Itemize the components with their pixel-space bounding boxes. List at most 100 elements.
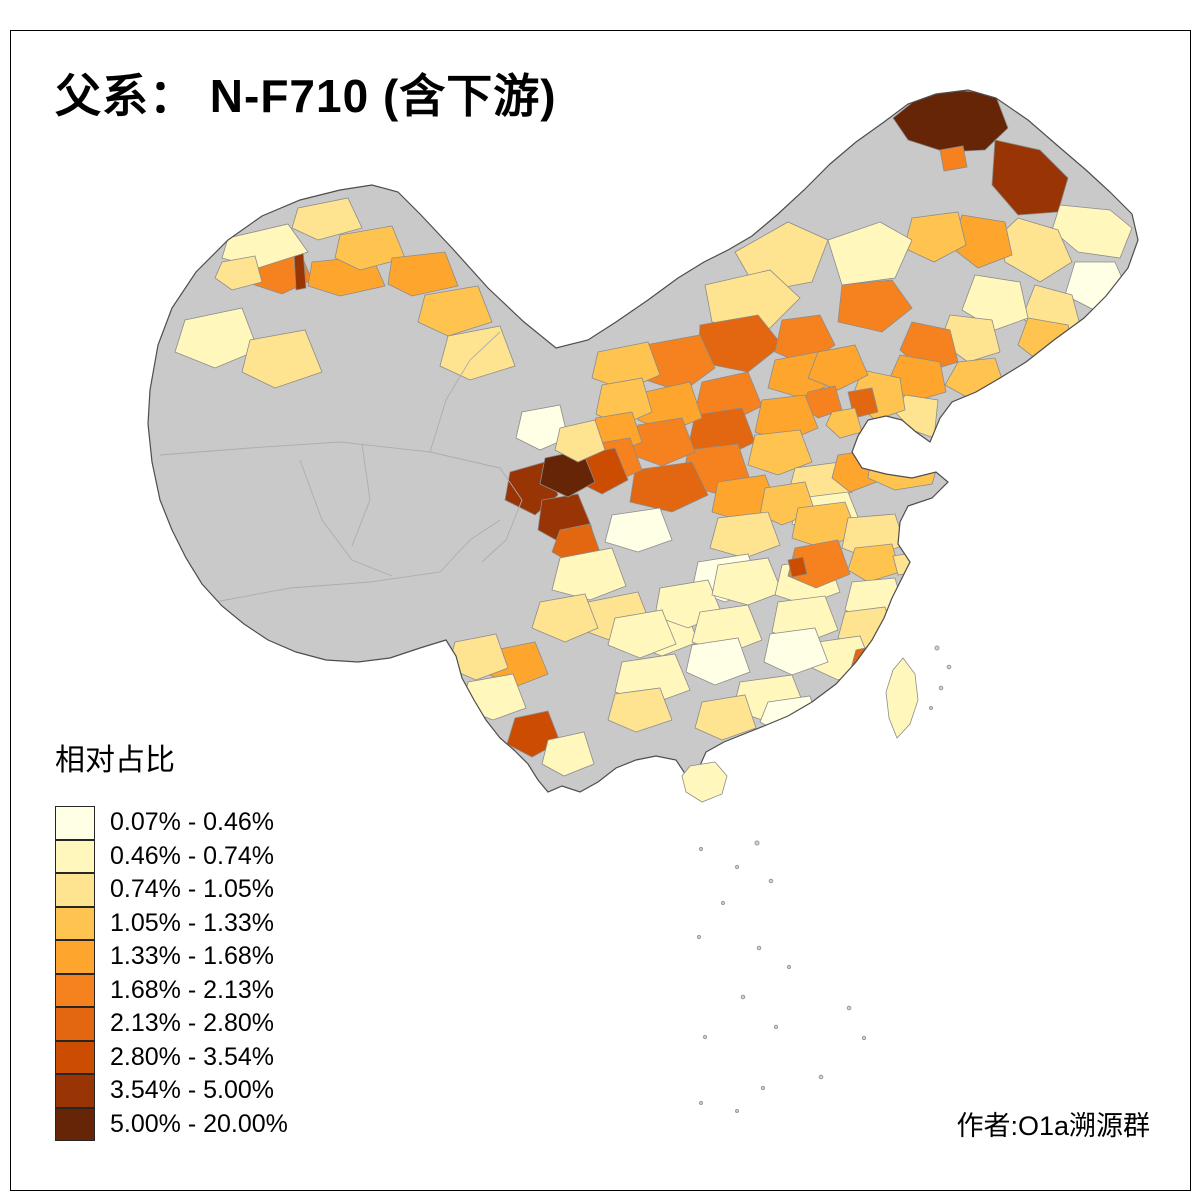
islet [756, 945, 762, 951]
region-layer [174, 90, 1133, 777]
legend-swatch [55, 873, 95, 907]
map-region [595, 377, 653, 427]
map-region [554, 419, 606, 463]
map-region [837, 279, 913, 333]
map-region [221, 223, 309, 269]
legend-label: 1.33% - 1.68% [110, 942, 274, 971]
map-region [417, 285, 493, 337]
islet [754, 840, 760, 846]
legend-item: 0.07% - 0.46% [55, 806, 288, 840]
islet [699, 1101, 703, 1105]
map-region [685, 637, 751, 686]
islet [734, 864, 740, 870]
map-region [709, 511, 781, 559]
islet [698, 846, 704, 852]
map-region [681, 761, 728, 803]
map-region [961, 274, 1029, 331]
attribution: 作者:O1a溯源群 [956, 1111, 1150, 1141]
legend-item: 0.46% - 0.74% [55, 839, 288, 873]
legend-swatch [55, 806, 95, 840]
legend-title: 相对占比 [55, 744, 175, 777]
legend-label: 2.13% - 2.80% [110, 1009, 274, 1038]
islet [768, 878, 774, 884]
legend-item: 5.00% - 20.00% [55, 1107, 288, 1141]
legend-item: 1.68% - 2.13% [55, 973, 288, 1007]
map-region [531, 593, 599, 643]
map-region [291, 197, 363, 241]
legend: 相对占比 0.07% - 0.46% 0.46% - 0.74% 0.74% -… [55, 744, 288, 1141]
islet [946, 664, 952, 670]
map-region [551, 547, 627, 601]
inner-border-layer [159, 331, 523, 603]
map-region [711, 557, 783, 606]
map-region [704, 269, 801, 331]
legend-label: 1.05% - 1.33% [110, 908, 274, 937]
legend-label: 1.68% - 2.13% [110, 975, 274, 1004]
inner-border [351, 443, 371, 547]
legend-item: 1.05% - 1.33% [55, 906, 288, 940]
map-region [214, 255, 263, 291]
islet [740, 994, 746, 1000]
map-region [787, 539, 851, 589]
legend-swatch [55, 1074, 95, 1108]
map-region [515, 404, 569, 451]
legend-label: 0.46% - 0.74% [110, 841, 274, 870]
inner-border [214, 519, 501, 603]
legend-label: 0.07% - 0.46% [110, 808, 274, 837]
legend-swatch [55, 940, 95, 974]
island-layer [681, 657, 919, 803]
legend-label: 0.74% - 1.05% [110, 875, 274, 904]
inner-border [299, 459, 393, 577]
map-region [334, 225, 406, 271]
islet [696, 934, 702, 940]
legend-item: 1.33% - 1.68% [55, 940, 288, 974]
islet [773, 1024, 779, 1030]
sea-islands-layer [696, 645, 952, 1113]
legend-swatch [55, 906, 95, 940]
map-region [787, 556, 808, 578]
islet [934, 645, 940, 651]
map-region [691, 604, 763, 655]
map-region [763, 627, 829, 676]
legend-swatch [55, 839, 95, 873]
legend-label: 2.80% - 3.54% [110, 1042, 274, 1071]
islet [861, 1035, 867, 1041]
islet [702, 1034, 708, 1040]
islet [720, 900, 726, 906]
map-region [791, 501, 859, 549]
islet [818, 1074, 824, 1080]
map-region [241, 329, 323, 389]
map-region [849, 643, 893, 687]
legend-swatch [55, 1007, 95, 1041]
islet [786, 964, 792, 970]
islet [735, 1109, 739, 1113]
map-region [607, 609, 677, 659]
legend-item: 3.54% - 5.00% [55, 1074, 288, 1108]
inner-border [429, 331, 501, 453]
map-region [387, 251, 459, 297]
inner-border [159, 441, 501, 469]
map-region [827, 221, 913, 286]
map-region [604, 507, 673, 553]
legend-item: 2.80% - 3.54% [55, 1040, 288, 1074]
mainland-outline [147, 89, 1139, 793]
islet [938, 685, 944, 691]
map-region [939, 145, 968, 172]
islet [846, 1005, 852, 1011]
map-region [847, 543, 901, 583]
legend-swatch [55, 973, 95, 1007]
map-region [629, 461, 709, 513]
legend-label: 3.54% - 5.00% [110, 1076, 274, 1105]
map-region [825, 407, 863, 439]
legend-swatch [55, 1107, 95, 1141]
map-region [541, 731, 595, 777]
page-title: 父系： N-F710 (含下游) [55, 70, 557, 122]
map-region [807, 344, 869, 391]
inner-border [481, 467, 523, 563]
legend-item: 0.74% - 1.05% [55, 873, 288, 907]
map-region [174, 307, 259, 369]
map-region [885, 657, 919, 739]
legend-swatch [55, 1040, 95, 1074]
